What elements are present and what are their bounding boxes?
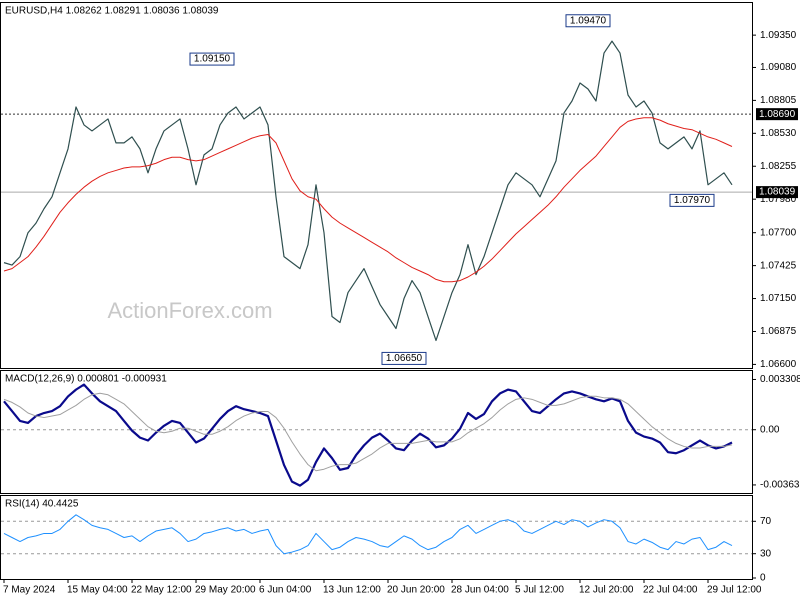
panel-title: RSI(14) 40.4425 [5,499,79,510]
y-tick-label: 1.09080 [760,62,797,73]
y-tick-label: 1.08805 [760,95,797,106]
y-tick-label: 1.09350 [760,30,797,41]
x-tick-label: 12 Jul 20:00 [579,585,634,596]
series-line [3,40,733,342]
x-tick-label: 29 Jul 12:00 [707,585,762,596]
y-tick-label: 1.08530 [760,128,797,139]
y-tick-label: 1.07425 [760,260,797,271]
y-tick-label: 1.07980 [760,194,797,205]
x-tick-label: 5 Jul 12:00 [515,585,564,596]
y-tick-label: 70 [760,516,772,527]
annotation-box [565,14,611,28]
y-tick-label: 30 [760,548,772,559]
annotation-label: 1.06650 [386,353,423,364]
panel-title: MACD(12,26,9) 0.000801 -0.000931 [5,374,167,385]
panel-title: EURUSD,H4 1.08262 1.08291 1.08036 1.0803… [5,6,219,17]
y-tick-label: 0.00 [760,424,780,435]
x-tick-label: 22 May 12:00 [131,585,192,596]
y-tick-label: 1.06875 [760,326,797,337]
y-tick-label: 1.06600 [760,359,797,370]
x-tick-label: 13 Jun 12:00 [323,585,381,596]
x-tick-label: 28 Jun 04:00 [451,585,509,596]
y-tick-label: 1.07700 [760,227,797,238]
series-line [3,383,733,487]
series-line [3,392,733,472]
x-tick-label: 20 Jun 20:00 [387,585,445,596]
price-label-box [756,108,798,121]
annotation-box [189,52,235,66]
y-tick-label: 0 [760,573,766,584]
price-label: 1.08039 [759,187,796,198]
macd-panel [0,370,753,494]
price-label: 1.08690 [759,109,796,120]
watermark: ActionForex.com [107,298,272,323]
x-tick-label: 29 May 20:00 [195,585,256,596]
annotation-label: 1.09470 [570,15,607,26]
y-tick-label: 1.07150 [760,293,797,304]
price-panel [0,2,753,369]
x-tick-label: 15 May 04:00 [67,585,128,596]
series-line [3,514,733,555]
y-tick-label: 1.08255 [760,161,797,172]
annotation-box [381,351,427,365]
series-line [3,117,733,283]
annotation-label: 1.09150 [194,54,231,65]
annotation-box [669,193,715,207]
y-tick-label: -0.003635 [760,480,800,491]
x-tick-label: 7 May 2024 [3,585,56,596]
x-tick-label: 6 Jun 04:00 [259,585,312,596]
y-tick-label: 0.003308 [760,374,800,385]
x-tick-label: 22 Jul 04:00 [643,585,698,596]
price-label-box [756,186,798,199]
rsi-panel [0,495,753,580]
annotation-label: 1.07970 [674,195,711,206]
